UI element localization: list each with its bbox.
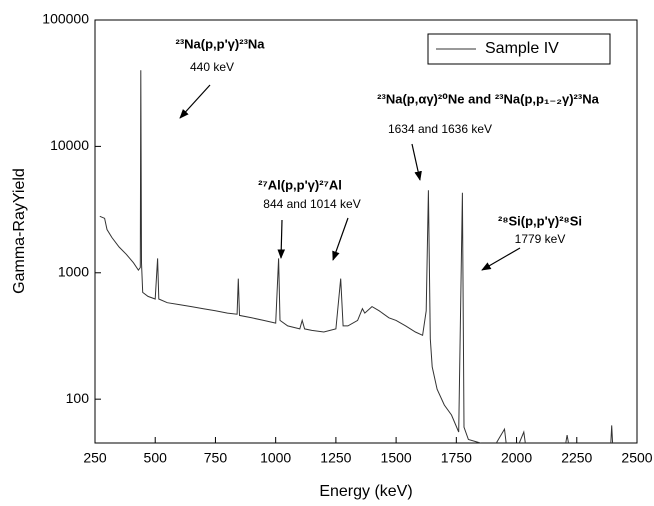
legend-label: Sample IV: [485, 40, 559, 57]
x-tick-label: 1000: [260, 450, 291, 466]
spectrum-line: [99, 70, 614, 443]
arrow: [179, 84, 211, 119]
y-axis-title: Gamma-RayYield: [11, 168, 28, 294]
y-tick-label: 10000: [50, 137, 89, 153]
annotation: ²³Na(p,p'γ)²³Na: [175, 36, 265, 51]
annotation-energy: 1779 keV: [515, 232, 566, 246]
x-tick-label: 2250: [561, 450, 592, 466]
x-tick-label: 500: [144, 450, 168, 466]
x-tick-label: 1750: [441, 450, 472, 466]
annotation-energy: 440 keV: [190, 60, 234, 74]
annotation-energy: 844 and 1014 keV: [263, 197, 360, 211]
x-tick-label: 2500: [621, 450, 652, 466]
annotation: ²³Na(p,αγ)²⁰Ne and ²³Na(p,p₁₋₂γ)²³Na: [377, 91, 599, 106]
arrow: [332, 217, 349, 261]
x-tick-label: 1500: [381, 450, 412, 466]
annotation: ²⁸Si(p,p'γ)²⁸Si: [498, 213, 582, 228]
plot-frame: [94, 19, 638, 444]
y-tick-label: 100000: [42, 11, 89, 27]
arrow: [277, 219, 286, 259]
arrow: [481, 247, 521, 271]
x-tick-label: 2000: [501, 450, 532, 466]
arrows: [179, 84, 521, 271]
x-tick-label: 1250: [320, 450, 351, 466]
x-tick-label: 750: [204, 450, 228, 466]
annotation-energy: 1634 and 1636 keV: [388, 122, 492, 136]
annotation: ²⁷Al(p,p'γ)²⁷Al: [258, 177, 342, 192]
x-tick-label: 250: [83, 450, 107, 466]
arrow: [411, 143, 422, 181]
y-tick-label: 100: [66, 390, 90, 406]
y-tick-label: 1000: [58, 263, 89, 279]
x-axis-title: Energy (keV): [319, 483, 412, 500]
